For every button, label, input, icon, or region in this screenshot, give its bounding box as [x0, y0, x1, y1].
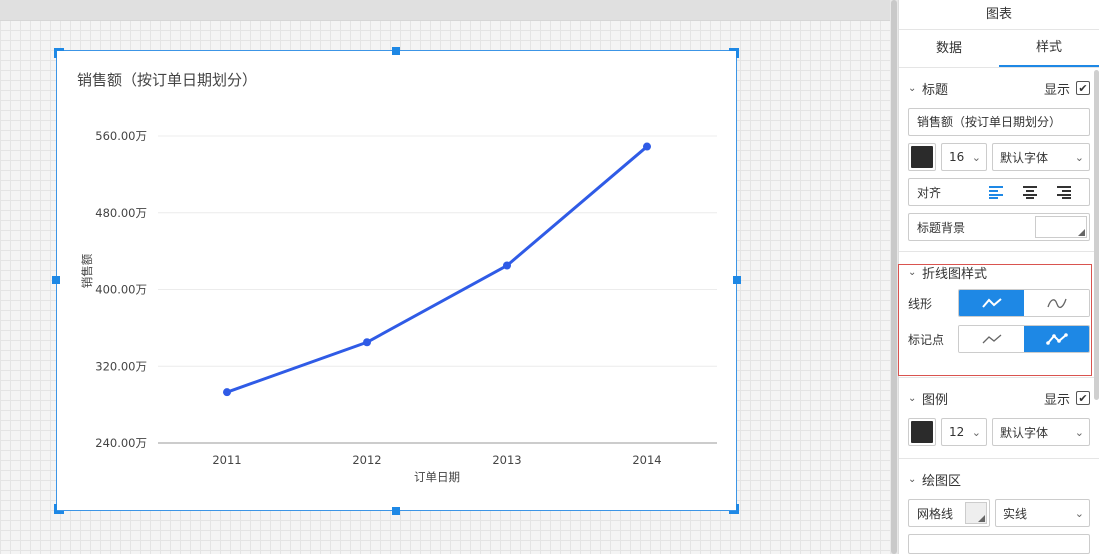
resize-handle-top-right[interactable] — [729, 48, 739, 58]
grid-color-control: 网格线 — [908, 499, 990, 527]
with-marker-button[interactable] — [1024, 326, 1089, 352]
line-chart: 240.00万 320.00万 400.00万 480.00万 560.00万 2011 2… — [80, 129, 717, 484]
grid-style-value: 实线 — [1003, 506, 1028, 521]
resize-handle-bottom-right[interactable] — [729, 504, 739, 514]
panel-title: 图表 — [899, 0, 1099, 30]
x-tick-label: 2011 — [212, 453, 241, 467]
y-tick-label: 240.00万 — [95, 436, 147, 450]
grid-style-select[interactable]: 实线 ⌄ — [995, 499, 1090, 527]
title-align-control: 对齐 — [908, 178, 1090, 206]
align-center-icon[interactable] — [1013, 185, 1047, 199]
line-shape-toggle — [958, 289, 1090, 317]
smooth-line-icon — [1046, 298, 1067, 309]
data-point — [503, 261, 511, 270]
y-tick-label: 400.00万 — [95, 283, 147, 297]
marker-toggle — [958, 325, 1090, 353]
line-style-heading: 折线图样式 — [922, 266, 988, 282]
legend-font-size-value: 12 — [949, 425, 965, 439]
plot-area-heading: 绘图区 — [922, 473, 962, 489]
resize-handle-bottom[interactable] — [392, 507, 400, 515]
title-font-color-picker[interactable] — [908, 143, 936, 171]
smooth-line-button[interactable] — [1024, 290, 1089, 316]
title-font-size-select[interactable]: 16 ⌄ — [941, 143, 987, 171]
align-left-icon[interactable] — [979, 185, 1013, 199]
properties-panel: 图表 数据 样式 ⌄ 标题 显示 ✔ 销售额（按订单日期划分） 16 ⌄ 默认字… — [898, 0, 1099, 554]
resize-handle-right[interactable] — [733, 276, 741, 284]
line-style-section: ⌄ 折线图样式 线形 标记点 — [899, 252, 1099, 363]
title-font-size-value: 16 — [949, 150, 965, 164]
grid-label: 网格线 — [917, 506, 954, 521]
x-tick-label: 2012 — [352, 453, 381, 467]
line-no-marker-icon — [982, 334, 1001, 344]
plot-next-row[interactable] — [908, 534, 1090, 554]
tab-style[interactable]: 样式 — [999, 30, 1099, 67]
title-background-label: 标题背景 — [917, 220, 966, 235]
title-show-checkbox[interactable]: ✔ — [1076, 81, 1090, 95]
panel-scrollbar-thumb[interactable] — [1094, 70, 1099, 400]
chevron-down-icon: ⌄ — [1074, 425, 1084, 439]
legend-font-family-select[interactable]: 默认字体 ⌄ — [992, 418, 1090, 446]
resize-handle-top[interactable] — [392, 47, 400, 55]
legend-section: ⌄ 图例 显示 ✔ 12 ⌄ 默认字体 ⌄ — [899, 378, 1099, 446]
legend-heading: 图例 — [922, 392, 949, 408]
chart-widget[interactable]: 销售额（按订单日期划分） 240.00万 320.00万 400.00万 480.00… — [56, 50, 737, 511]
title-background-control: 标题背景 — [908, 213, 1090, 241]
chart-title: 销售额（按订单日期划分） — [77, 71, 258, 89]
chevron-down-icon[interactable]: ⌄ — [908, 82, 917, 94]
canvas-scrollbar-thumb[interactable] — [891, 0, 897, 554]
chevron-down-icon: ⌄ — [1074, 506, 1084, 520]
plot-area-section: ⌄ 绘图区 网格线 实线 ⌄ — [899, 459, 1099, 554]
data-point — [643, 142, 651, 151]
straight-line-icon — [981, 298, 1002, 308]
x-tick-label: 2014 — [632, 453, 661, 467]
legend-show-checkbox[interactable]: ✔ — [1076, 391, 1090, 405]
data-point — [223, 388, 231, 397]
x-tick-label: 2013 — [492, 453, 521, 467]
chevron-down-icon[interactable]: ⌄ — [908, 266, 917, 278]
y-tick-label: 560.00万 — [95, 129, 147, 143]
tab-data[interactable]: 数据 — [935, 41, 962, 56]
no-marker-button[interactable] — [959, 326, 1024, 352]
chevron-down-icon[interactable]: ⌄ — [908, 473, 917, 485]
legend-font-family-value: 默认字体 — [1000, 425, 1049, 440]
title-section-heading: 标题 — [922, 82, 949, 98]
align-label: 对齐 — [917, 185, 942, 200]
y-axis-title: 销售额 — [80, 253, 94, 288]
design-canvas[interactable]: 销售额（按订单日期划分） 240.00万 320.00万 400.00万 480.00… — [0, 0, 890, 554]
resize-handle-bottom-left[interactable] — [54, 504, 64, 514]
line-shape-label: 线形 — [908, 296, 933, 311]
grid-color-picker[interactable] — [965, 502, 987, 524]
chevron-down-icon[interactable]: ⌄ — [908, 392, 917, 404]
marker-label: 标记点 — [908, 332, 945, 347]
data-point — [363, 338, 371, 347]
legend-font-color-picker[interactable] — [908, 418, 936, 446]
chevron-down-icon: ⌄ — [971, 150, 981, 164]
line-with-marker-icon — [1045, 333, 1068, 345]
top-ruler — [0, 0, 890, 21]
series-line — [226, 145, 648, 394]
panel-tabs: 数据 样式 — [899, 30, 1099, 68]
chevron-down-icon: ⌄ — [971, 425, 981, 439]
legend-font-size-select[interactable]: 12 ⌄ — [941, 418, 987, 446]
title-section: ⌄ 标题 显示 ✔ 销售额（按订单日期划分） 16 ⌄ 默认字体 ⌄ 对齐 — [899, 68, 1099, 241]
title-font-family-value: 默认字体 — [1000, 150, 1049, 165]
straight-line-button[interactable] — [959, 290, 1024, 316]
y-tick-label: 320.00万 — [95, 359, 147, 373]
align-right-icon[interactable] — [1047, 185, 1081, 199]
title-text-input[interactable]: 销售额（按订单日期划分） — [908, 108, 1090, 136]
x-axis-title: 订单日期 — [414, 470, 460, 484]
resize-handle-left[interactable] — [52, 276, 60, 284]
line-style-highlight — [898, 264, 1092, 376]
legend-show-label: 显示 — [1043, 392, 1070, 408]
title-background-color-picker[interactable] — [1035, 216, 1087, 238]
resize-handle-top-left[interactable] — [54, 48, 64, 58]
chevron-down-icon: ⌄ — [1074, 150, 1084, 164]
y-tick-label: 480.00万 — [95, 206, 147, 220]
title-show-label: 显示 — [1043, 82, 1070, 98]
title-font-family-select[interactable]: 默认字体 ⌄ — [992, 143, 1090, 171]
